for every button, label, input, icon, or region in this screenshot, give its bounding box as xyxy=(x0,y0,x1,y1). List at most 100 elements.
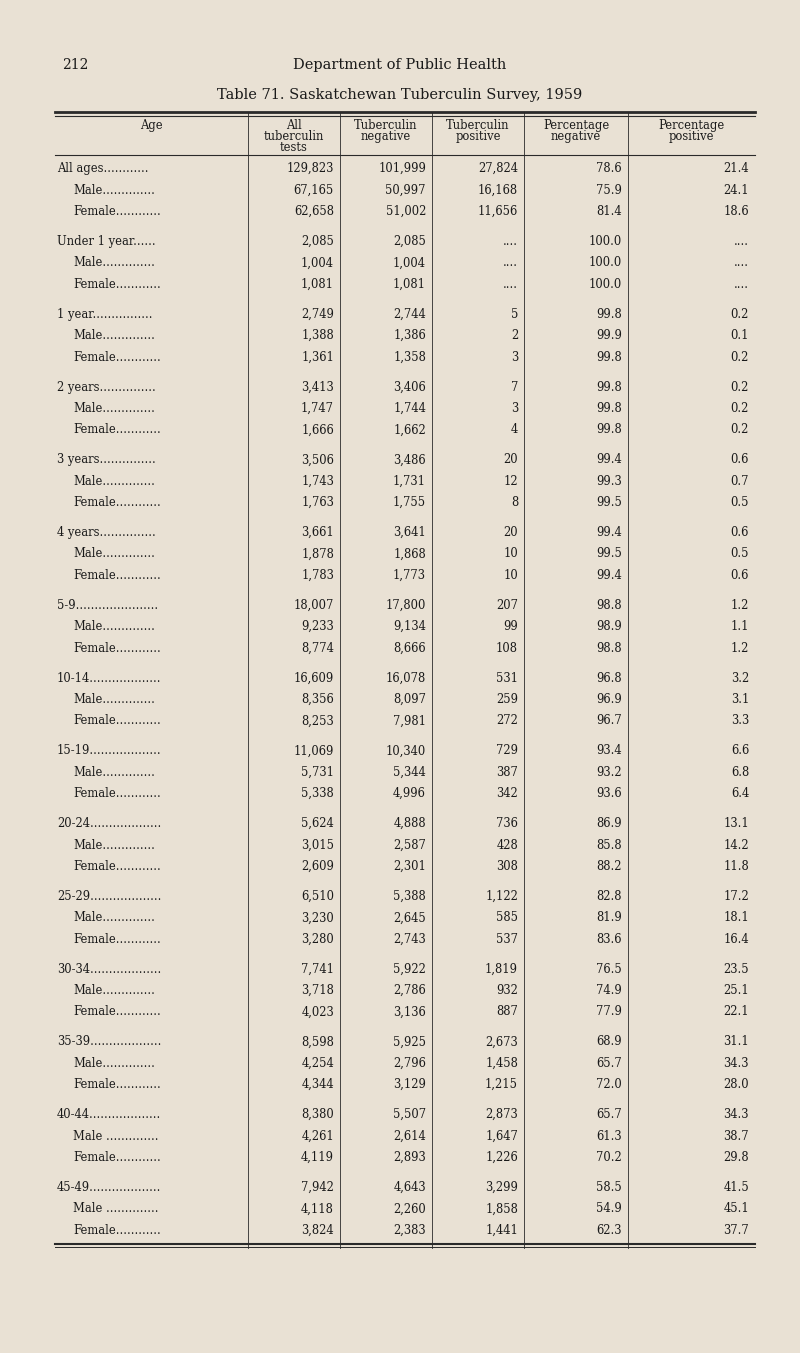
Text: 98.8: 98.8 xyxy=(596,641,622,655)
Text: 308: 308 xyxy=(496,861,518,873)
Text: 41.5: 41.5 xyxy=(723,1181,749,1193)
Text: 2,587: 2,587 xyxy=(393,839,426,851)
Text: 729: 729 xyxy=(496,744,518,758)
Text: 18.6: 18.6 xyxy=(723,206,749,218)
Text: ....: .... xyxy=(734,235,749,248)
Text: Female............: Female............ xyxy=(73,714,161,728)
Text: 65.7: 65.7 xyxy=(596,1108,622,1122)
Text: 2,744: 2,744 xyxy=(394,307,426,321)
Text: 2,673: 2,673 xyxy=(486,1035,518,1049)
Text: 1,763: 1,763 xyxy=(301,497,334,509)
Text: 2,749: 2,749 xyxy=(301,307,334,321)
Text: 8,774: 8,774 xyxy=(301,641,334,655)
Text: 98.9: 98.9 xyxy=(596,620,622,633)
Text: tuberculin: tuberculin xyxy=(264,130,324,143)
Text: 18,007: 18,007 xyxy=(294,599,334,612)
Text: 20-24...................: 20-24................... xyxy=(57,817,162,831)
Text: 0.6: 0.6 xyxy=(730,453,749,467)
Text: Female............: Female............ xyxy=(73,861,161,873)
Text: 10,340: 10,340 xyxy=(386,744,426,758)
Text: 8,356: 8,356 xyxy=(302,693,334,706)
Text: 99.5: 99.5 xyxy=(596,548,622,560)
Text: Female............: Female............ xyxy=(73,423,161,436)
Text: 28.0: 28.0 xyxy=(723,1078,749,1092)
Text: 7: 7 xyxy=(510,380,518,394)
Text: 4,254: 4,254 xyxy=(302,1057,334,1070)
Text: Percentage: Percentage xyxy=(543,119,609,133)
Text: Female............: Female............ xyxy=(73,277,161,291)
Text: 83.6: 83.6 xyxy=(597,932,622,946)
Text: 22.1: 22.1 xyxy=(723,1005,749,1019)
Text: Male..............: Male.............. xyxy=(73,766,155,779)
Text: 2,796: 2,796 xyxy=(393,1057,426,1070)
Text: 99.9: 99.9 xyxy=(596,329,622,342)
Text: Female............: Female............ xyxy=(73,206,161,218)
Text: Age: Age xyxy=(140,119,163,133)
Text: 2 years...............: 2 years............... xyxy=(57,380,156,394)
Text: 14.2: 14.2 xyxy=(723,839,749,851)
Text: 70.2: 70.2 xyxy=(596,1151,622,1164)
Text: 99.8: 99.8 xyxy=(596,423,622,436)
Text: 3,486: 3,486 xyxy=(394,453,426,467)
Text: 1,122: 1,122 xyxy=(485,890,518,902)
Text: 0.2: 0.2 xyxy=(730,380,749,394)
Text: 99.4: 99.4 xyxy=(596,526,622,538)
Text: Male..............: Male.............. xyxy=(73,184,155,196)
Text: ....: .... xyxy=(503,256,518,269)
Text: positive: positive xyxy=(455,130,501,143)
Text: 1,662: 1,662 xyxy=(394,423,426,436)
Text: 2,301: 2,301 xyxy=(393,861,426,873)
Text: 9,134: 9,134 xyxy=(393,620,426,633)
Text: Male..............: Male.............. xyxy=(73,329,155,342)
Text: 31.1: 31.1 xyxy=(723,1035,749,1049)
Text: 1,744: 1,744 xyxy=(393,402,426,415)
Text: 0.5: 0.5 xyxy=(730,497,749,509)
Text: Male..............: Male.............. xyxy=(73,839,155,851)
Text: Female............: Female............ xyxy=(73,497,161,509)
Text: 99.8: 99.8 xyxy=(596,402,622,415)
Text: Male..............: Male.............. xyxy=(73,912,155,924)
Text: 2,609: 2,609 xyxy=(301,861,334,873)
Text: 54.9: 54.9 xyxy=(596,1203,622,1215)
Text: 4,888: 4,888 xyxy=(394,817,426,831)
Text: 2,383: 2,383 xyxy=(394,1224,426,1237)
Text: 86.9: 86.9 xyxy=(596,817,622,831)
Text: 62.3: 62.3 xyxy=(597,1224,622,1237)
Text: 3,661: 3,661 xyxy=(302,526,334,538)
Text: 10: 10 xyxy=(503,568,518,582)
Text: 99.8: 99.8 xyxy=(596,380,622,394)
Text: 16,078: 16,078 xyxy=(386,671,426,685)
Text: 1,878: 1,878 xyxy=(301,548,334,560)
Text: 736: 736 xyxy=(496,817,518,831)
Text: 6,510: 6,510 xyxy=(301,890,334,902)
Text: 40-44...................: 40-44................... xyxy=(57,1108,162,1122)
Text: 537: 537 xyxy=(496,932,518,946)
Text: 4,119: 4,119 xyxy=(301,1151,334,1164)
Text: Female............: Female............ xyxy=(73,1078,161,1092)
Text: 5,925: 5,925 xyxy=(393,1035,426,1049)
Text: 1,868: 1,868 xyxy=(394,548,426,560)
Text: 45.1: 45.1 xyxy=(723,1203,749,1215)
Text: 4,996: 4,996 xyxy=(393,787,426,800)
Text: 1,743: 1,743 xyxy=(301,475,334,487)
Text: 77.9: 77.9 xyxy=(596,1005,622,1019)
Text: 585: 585 xyxy=(496,912,518,924)
Text: 17,800: 17,800 xyxy=(386,599,426,612)
Text: 1,004: 1,004 xyxy=(301,256,334,269)
Text: 7,981: 7,981 xyxy=(393,714,426,728)
Text: All ages............: All ages............ xyxy=(57,162,149,175)
Text: 16,609: 16,609 xyxy=(294,671,334,685)
Text: 428: 428 xyxy=(496,839,518,851)
Text: 1,388: 1,388 xyxy=(302,329,334,342)
Text: ....: .... xyxy=(734,277,749,291)
Text: 3: 3 xyxy=(510,350,518,364)
Text: 3.1: 3.1 xyxy=(730,693,749,706)
Text: ....: .... xyxy=(503,235,518,248)
Text: 10-14...................: 10-14................... xyxy=(57,671,162,685)
Text: Female............: Female............ xyxy=(73,641,161,655)
Text: 82.8: 82.8 xyxy=(597,890,622,902)
Text: 45-49...................: 45-49................... xyxy=(57,1181,162,1193)
Text: Female............: Female............ xyxy=(73,1224,161,1237)
Text: Female............: Female............ xyxy=(73,787,161,800)
Text: 6.6: 6.6 xyxy=(730,744,749,758)
